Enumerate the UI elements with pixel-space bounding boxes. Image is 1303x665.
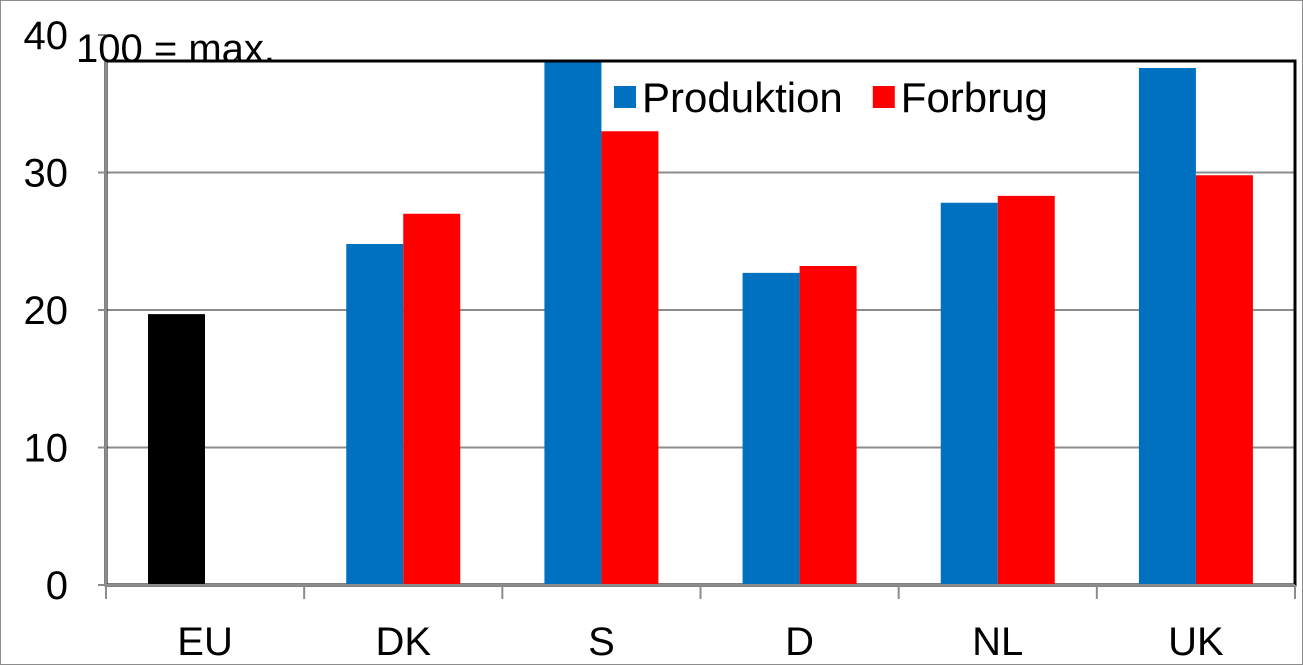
legend: Produktion Forbrug	[614, 74, 1048, 121]
bar-d-forbrug	[799, 266, 857, 585]
y-tick-label: 0	[46, 564, 68, 608]
plot-border	[104, 59, 1297, 587]
x-tick-labels: EU DK S D NL UK	[177, 620, 1224, 664]
axes	[98, 34, 1296, 599]
gridlines	[106, 171, 1295, 449]
y-tick-label: 30	[24, 152, 69, 196]
y-tick-label: 10	[24, 427, 69, 471]
bar-s-produktion	[544, 62, 602, 585]
x-tick-label-eu: EU	[177, 620, 233, 664]
legend-swatch-produktion	[614, 86, 636, 108]
y-tick-label: 40	[24, 14, 69, 58]
x-tick-label-dk: DK	[375, 620, 431, 664]
bar-d-produktion	[742, 272, 800, 585]
x-tick-label-uk: UK	[1168, 620, 1224, 664]
bar-uk-forbrug	[1195, 175, 1253, 585]
legend-label-forbrug: Forbrug	[901, 74, 1048, 121]
bar-nl-produktion	[940, 202, 998, 585]
bars	[148, 62, 1253, 585]
bar-dk-produktion	[346, 244, 404, 585]
x-tick-label-nl: NL	[972, 620, 1023, 664]
y-tick-label: 20	[24, 289, 69, 333]
legend-swatch-forbrug	[872, 86, 895, 108]
bar-dk-forbrug	[403, 213, 461, 585]
y-tick-labels: 0 10 20 30 40	[24, 14, 69, 608]
bar-s-forbrug	[601, 131, 659, 585]
max-annotation: 100 = max.	[76, 27, 275, 71]
bar-uk-produktion	[1138, 68, 1196, 585]
bar-eu	[148, 314, 205, 585]
legend-label-produktion: Produktion	[642, 74, 843, 121]
x-tick-label-d: D	[785, 620, 814, 664]
bar-nl-forbrug	[997, 195, 1055, 585]
x-tick-label-s: S	[588, 620, 615, 664]
